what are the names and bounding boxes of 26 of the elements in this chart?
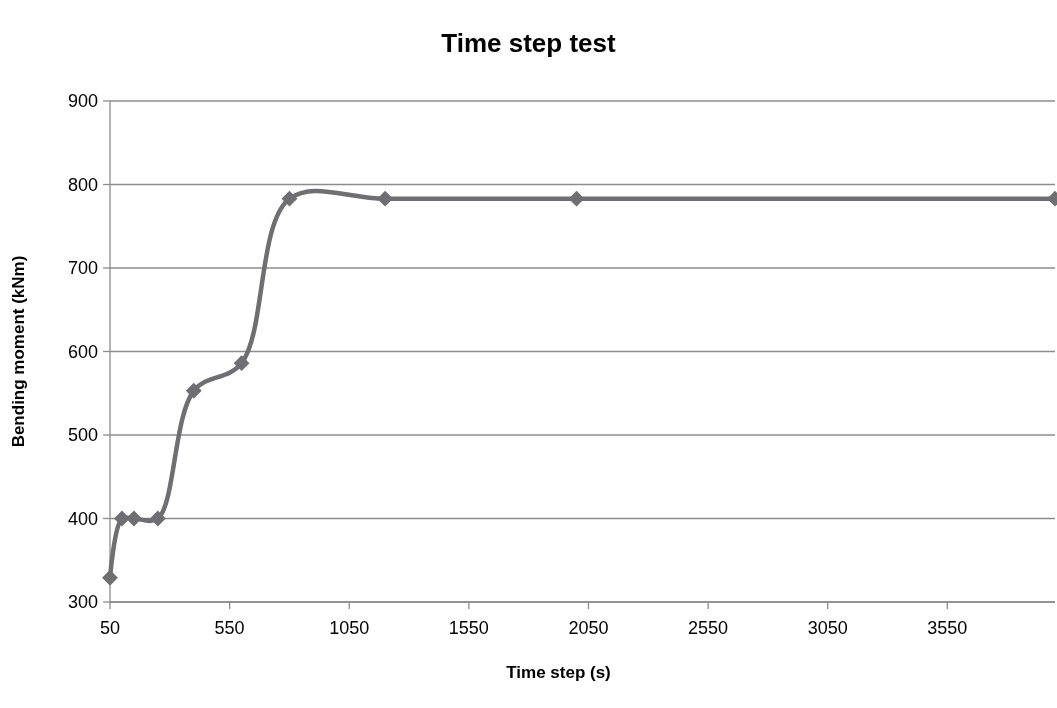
- x-tick-label: 1050: [329, 618, 370, 638]
- y-tick-label: 600: [67, 341, 98, 362]
- y-tick-label: 900: [67, 91, 98, 112]
- x-tick-label: 2550: [688, 618, 729, 638]
- point: [126, 510, 142, 527]
- y-tick-label: 800: [67, 174, 98, 195]
- point: [149, 510, 166, 527]
- y-axis-title: Bending moment (kNm): [9, 255, 28, 448]
- point: [281, 190, 298, 207]
- x-tick-label: 1550: [448, 618, 489, 638]
- y-tick-label: 500: [67, 425, 98, 446]
- y-tick-label: 300: [67, 592, 98, 613]
- point: [185, 382, 202, 399]
- chart-title: Time step test: [441, 28, 617, 58]
- x-tick-label: 50: [99, 618, 121, 638]
- y-tick-label: 400: [67, 508, 98, 529]
- point: [568, 190, 585, 207]
- x-tick-label: 3550: [927, 618, 968, 638]
- x-tick-label: 2050: [568, 618, 609, 638]
- x-tick-label: 550: [214, 618, 245, 638]
- point: [114, 510, 130, 527]
- point: [233, 355, 250, 372]
- y-tick-label: 700: [67, 258, 98, 279]
- point: [102, 569, 118, 586]
- x-axis-title: Time step (s): [506, 663, 611, 682]
- x-tick-label: 3050: [807, 618, 848, 638]
